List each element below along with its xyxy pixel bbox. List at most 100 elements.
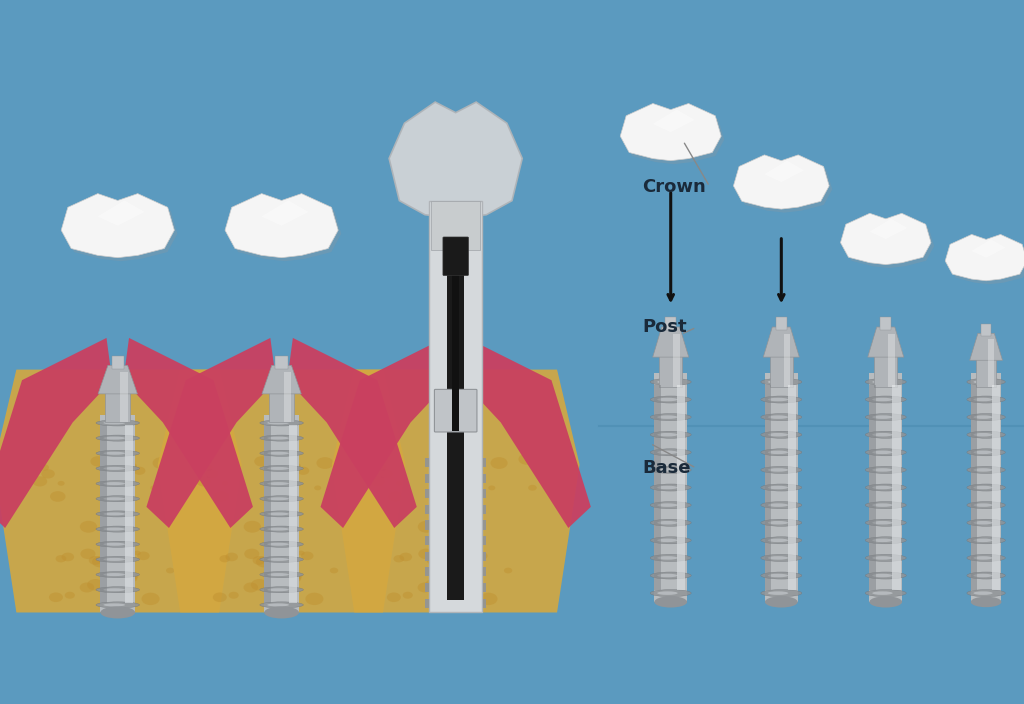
Circle shape	[280, 568, 298, 581]
Ellipse shape	[650, 520, 691, 527]
Ellipse shape	[765, 596, 798, 608]
Circle shape	[440, 579, 453, 588]
Circle shape	[393, 555, 404, 562]
FancyBboxPatch shape	[443, 237, 468, 275]
Circle shape	[454, 568, 472, 581]
Circle shape	[469, 574, 476, 579]
Circle shape	[281, 512, 287, 517]
Circle shape	[245, 548, 259, 559]
Bar	[425, 520, 428, 529]
Ellipse shape	[865, 431, 906, 438]
Ellipse shape	[96, 541, 139, 547]
Polygon shape	[65, 197, 177, 261]
Ellipse shape	[761, 520, 802, 527]
Polygon shape	[624, 107, 724, 164]
Circle shape	[80, 582, 94, 593]
Circle shape	[65, 592, 75, 598]
Polygon shape	[389, 102, 522, 218]
Polygon shape	[0, 338, 113, 528]
Ellipse shape	[103, 513, 125, 515]
Circle shape	[180, 453, 197, 465]
Circle shape	[354, 485, 362, 491]
Ellipse shape	[267, 543, 289, 546]
Ellipse shape	[103, 543, 125, 546]
Circle shape	[141, 593, 160, 605]
Polygon shape	[146, 338, 276, 528]
Polygon shape	[763, 327, 800, 357]
Circle shape	[504, 567, 512, 573]
Bar	[100, 425, 108, 603]
Ellipse shape	[96, 481, 139, 486]
Polygon shape	[98, 365, 137, 394]
Ellipse shape	[872, 468, 893, 472]
Ellipse shape	[96, 511, 139, 517]
Ellipse shape	[260, 451, 303, 456]
Circle shape	[455, 512, 461, 517]
Circle shape	[55, 555, 67, 562]
Ellipse shape	[657, 451, 678, 454]
Bar	[654, 373, 687, 602]
Ellipse shape	[865, 466, 906, 474]
Polygon shape	[652, 327, 689, 357]
Ellipse shape	[650, 431, 691, 438]
Ellipse shape	[260, 586, 303, 593]
Circle shape	[488, 486, 496, 490]
Ellipse shape	[768, 574, 788, 577]
Ellipse shape	[96, 586, 139, 593]
Ellipse shape	[650, 536, 691, 544]
Circle shape	[116, 568, 134, 581]
Ellipse shape	[872, 451, 893, 454]
Polygon shape	[841, 213, 931, 265]
Circle shape	[419, 548, 433, 559]
Ellipse shape	[103, 573, 125, 576]
Circle shape	[214, 491, 229, 502]
Ellipse shape	[768, 451, 788, 454]
Ellipse shape	[260, 420, 303, 426]
Circle shape	[293, 576, 301, 582]
Ellipse shape	[761, 572, 802, 579]
Ellipse shape	[761, 501, 802, 508]
Ellipse shape	[103, 452, 125, 455]
Bar	[425, 505, 428, 514]
Ellipse shape	[967, 379, 1006, 386]
Bar	[483, 458, 486, 467]
Ellipse shape	[761, 484, 802, 491]
Circle shape	[90, 456, 105, 467]
Ellipse shape	[967, 572, 1006, 579]
Ellipse shape	[967, 466, 1006, 474]
Ellipse shape	[260, 435, 303, 441]
Circle shape	[256, 556, 272, 567]
Ellipse shape	[967, 396, 1006, 403]
Circle shape	[50, 491, 66, 502]
Ellipse shape	[654, 596, 687, 608]
Polygon shape	[225, 194, 338, 258]
Ellipse shape	[872, 556, 893, 560]
Ellipse shape	[267, 527, 289, 531]
Bar	[976, 357, 996, 387]
Circle shape	[456, 536, 463, 541]
Ellipse shape	[267, 603, 289, 606]
Polygon shape	[0, 370, 242, 612]
Bar	[971, 384, 977, 591]
Circle shape	[253, 556, 265, 565]
Ellipse shape	[260, 572, 303, 577]
Circle shape	[471, 467, 483, 475]
Ellipse shape	[96, 420, 139, 426]
Ellipse shape	[971, 597, 1001, 607]
Circle shape	[153, 457, 170, 469]
Ellipse shape	[100, 606, 135, 618]
Bar	[881, 317, 891, 330]
Text: Post: Post	[642, 318, 687, 337]
Ellipse shape	[768, 521, 788, 524]
Circle shape	[387, 593, 400, 602]
Circle shape	[219, 555, 230, 562]
Polygon shape	[287, 338, 417, 528]
Ellipse shape	[967, 501, 1006, 508]
Circle shape	[102, 579, 115, 588]
Ellipse shape	[650, 449, 691, 456]
Circle shape	[225, 553, 238, 561]
Circle shape	[121, 484, 133, 492]
Ellipse shape	[761, 466, 802, 474]
Ellipse shape	[869, 596, 902, 608]
Circle shape	[528, 485, 537, 491]
